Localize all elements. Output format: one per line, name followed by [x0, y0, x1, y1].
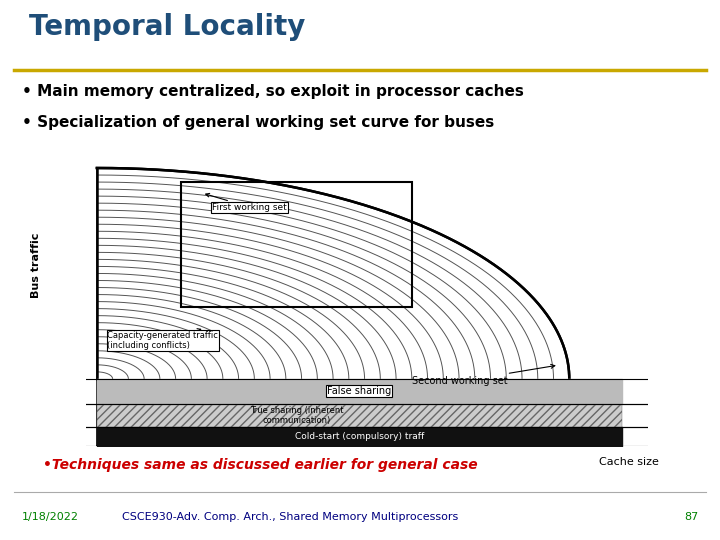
Text: First working set: First working set [206, 193, 287, 212]
Text: Cold-start (compulsory) traff: Cold-start (compulsory) traff [294, 432, 424, 441]
Text: •Techniques same as discussed earlier for general case: •Techniques same as discussed earlier fo… [43, 458, 478, 472]
Text: 1/18/2022: 1/18/2022 [22, 512, 78, 522]
Text: Capacity-generated traffic
(including conflicts): Capacity-generated traffic (including co… [107, 329, 218, 350]
Text: 87: 87 [684, 512, 698, 522]
Text: • Main memory centralized, so exploit in processor caches: • Main memory centralized, so exploit in… [22, 84, 523, 98]
Text: Second working set: Second working set [412, 364, 555, 387]
Text: Cache size: Cache size [599, 457, 660, 468]
Text: Temporal Locality: Temporal Locality [29, 12, 305, 40]
Text: True sharing (inherent
communication): True sharing (inherent communication) [250, 406, 343, 426]
Text: False sharing: False sharing [327, 387, 392, 396]
Text: Bus traffic: Bus traffic [31, 233, 41, 299]
Text: • Specialization of general working set curve for buses: • Specialization of general working set … [22, 115, 494, 130]
Bar [181, 182, 412, 307]
Text: CSCE930-Adv. Comp. Arch., Shared Memory Multiprocessors: CSCE930-Adv. Comp. Arch., Shared Memory … [122, 512, 459, 522]
